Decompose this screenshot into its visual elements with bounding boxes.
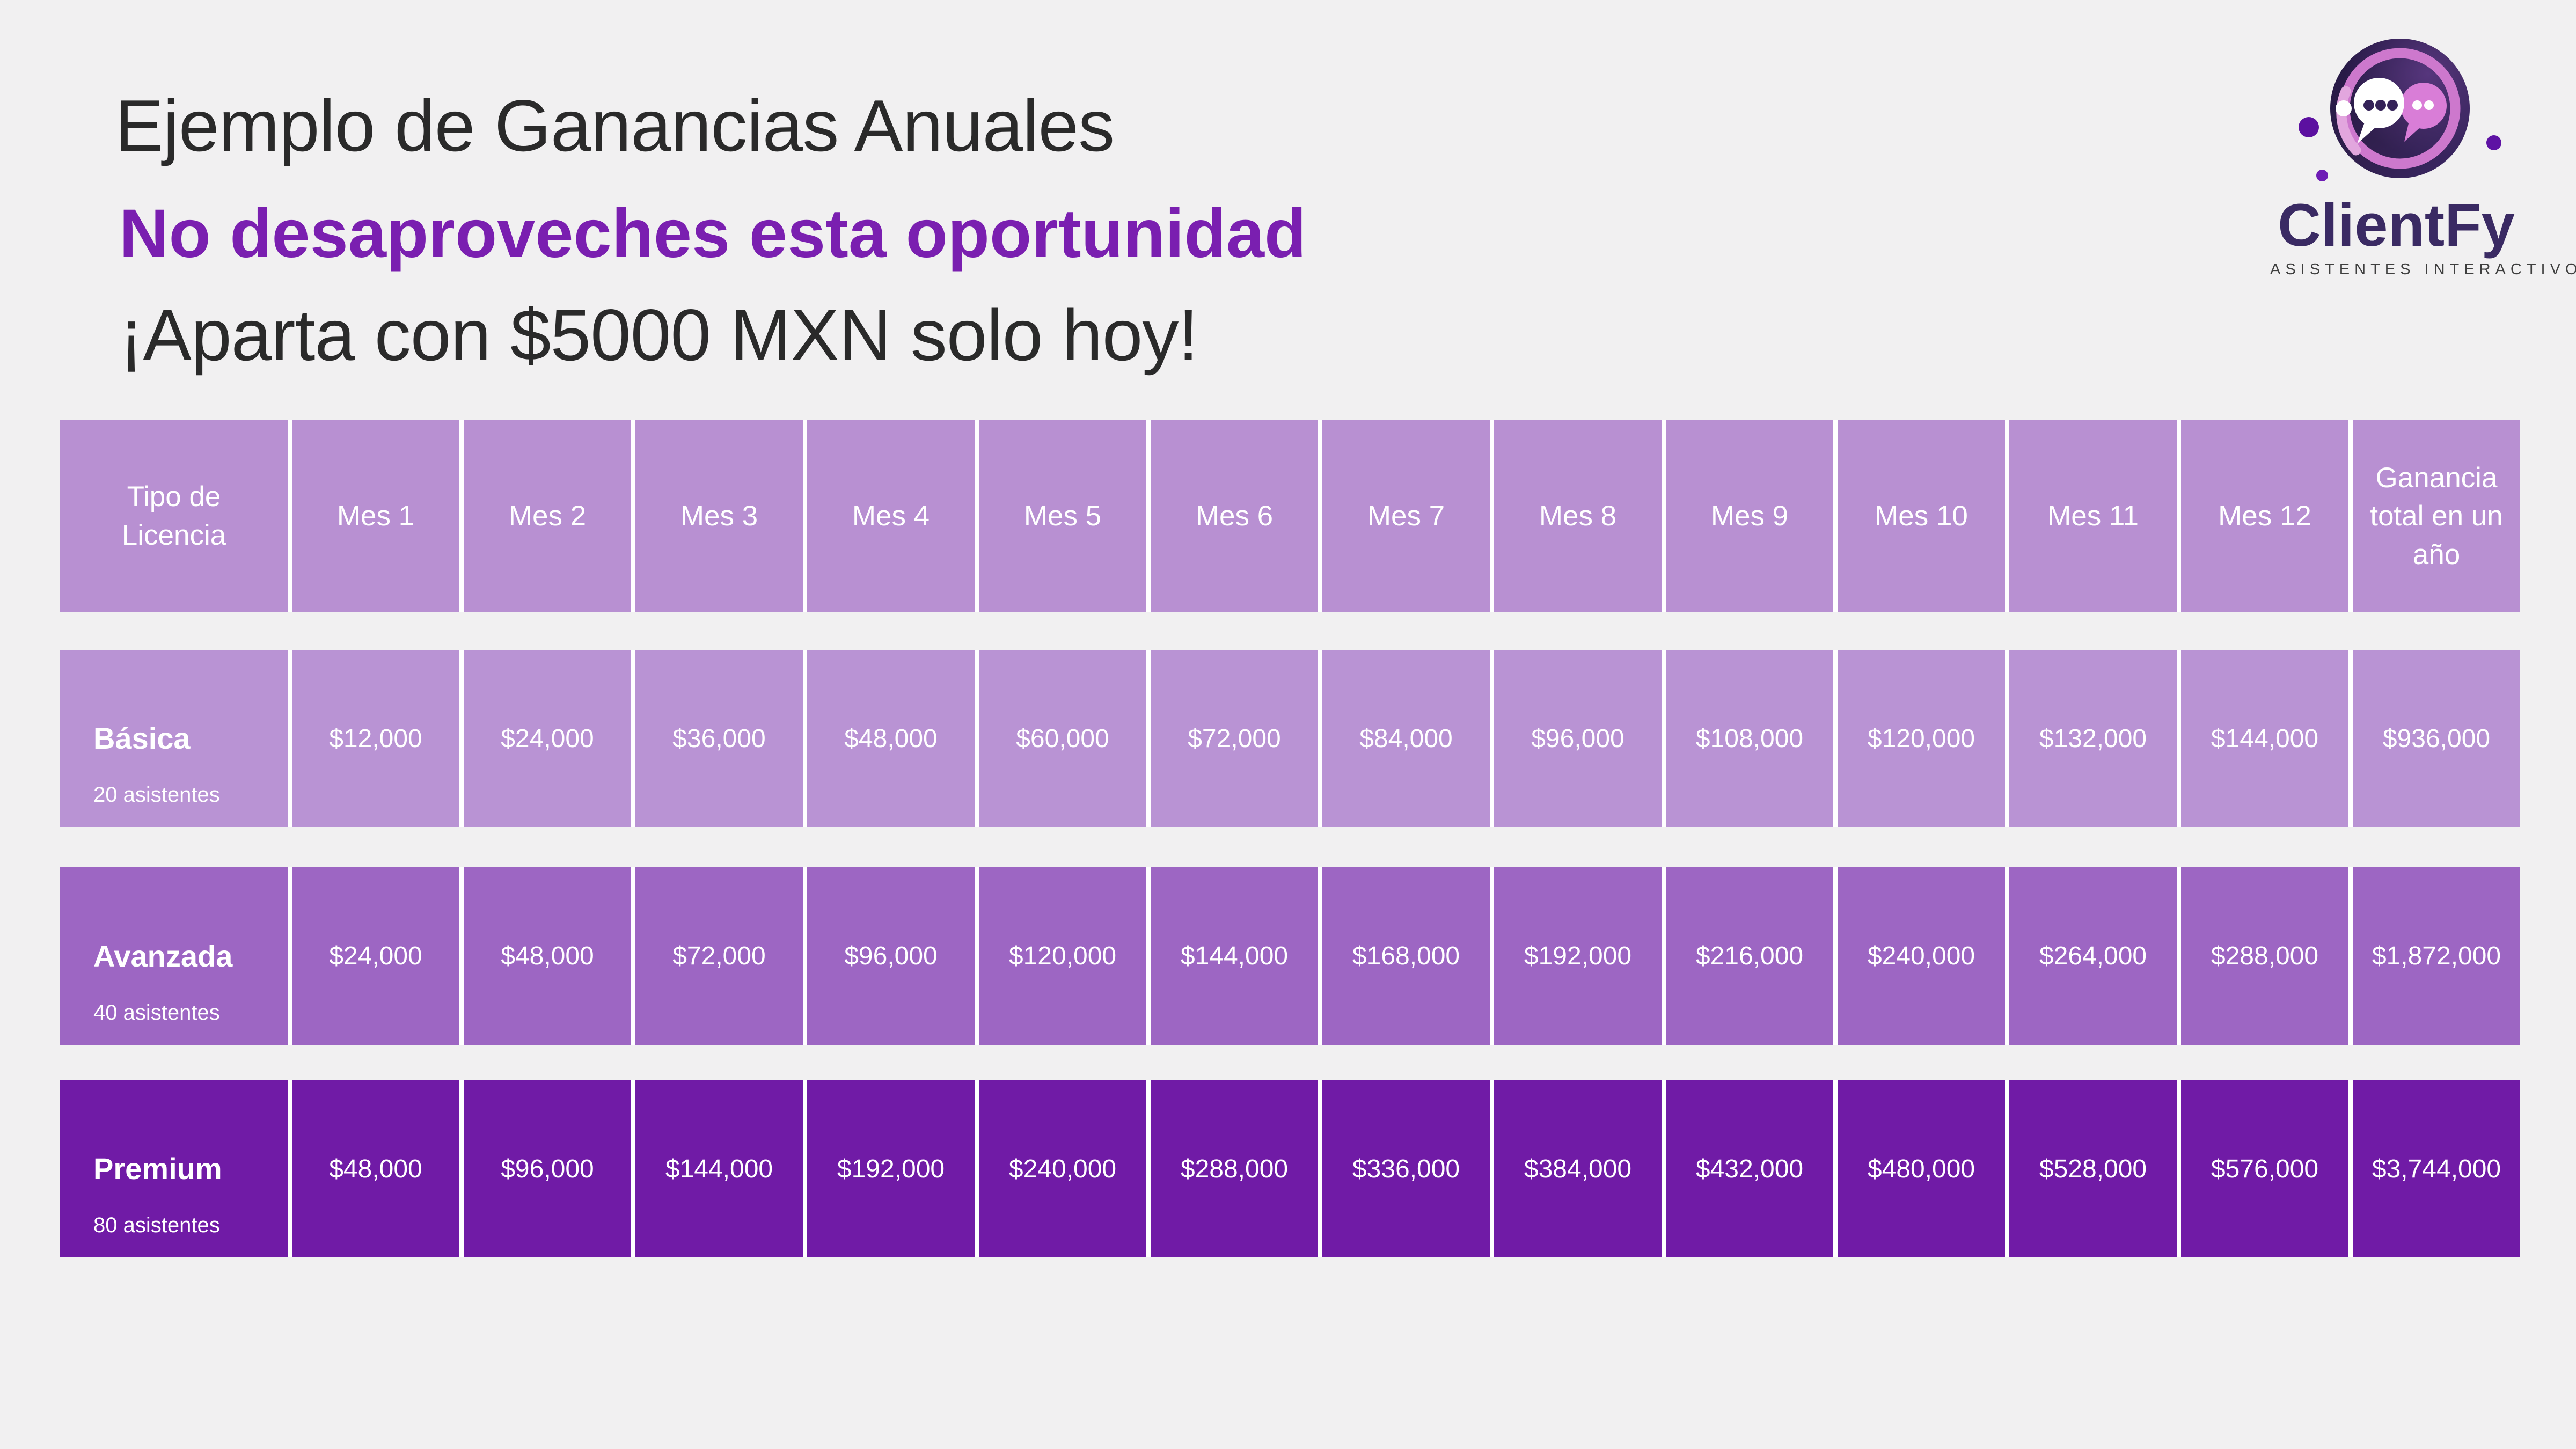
table-header-row: Tipo de Licencia Mes 1 Mes 2 Mes 3 Mes 4… bbox=[60, 420, 2520, 612]
table-cell-total: $3,744,000 bbox=[2353, 1080, 2520, 1257]
table-cell: $72,000 bbox=[635, 867, 803, 1045]
chat-bubbles-circle-icon bbox=[2299, 39, 2501, 181]
table-cell: $240,000 bbox=[1838, 867, 2005, 1045]
column-header-ganancia-total: Ganancia total en un año bbox=[2353, 420, 2520, 612]
table-cell: $96,000 bbox=[464, 1080, 631, 1257]
table-cell: $576,000 bbox=[2181, 1080, 2348, 1257]
table-cell: $480,000 bbox=[1838, 1080, 2005, 1257]
brand-logo: ClientFy ASISTENTES INTERACTIVOS bbox=[2270, 21, 2576, 279]
table-row-premium: Premium 80 asistentes $48,000 $96,000 $1… bbox=[60, 1080, 2520, 1257]
table-cell: $144,000 bbox=[635, 1080, 803, 1257]
column-header-mes-1: Mes 1 bbox=[292, 420, 459, 612]
table-cell: $240,000 bbox=[979, 1080, 1146, 1257]
table-cell: $120,000 bbox=[1838, 650, 2005, 827]
column-header-mes-9: Mes 9 bbox=[1666, 420, 1833, 612]
table-cell: $96,000 bbox=[807, 867, 975, 1045]
earnings-table: Tipo de Licencia Mes 1 Mes 2 Mes 3 Mes 4… bbox=[60, 420, 2520, 1257]
table-row-basica: Básica 20 asistentes $12,000 $24,000 $36… bbox=[60, 650, 2520, 827]
column-header-mes-2: Mes 2 bbox=[464, 420, 631, 612]
table-cell: $48,000 bbox=[807, 650, 975, 827]
table-cell: $24,000 bbox=[292, 867, 459, 1045]
brand-name: ClientFy bbox=[2278, 192, 2515, 259]
license-name: Avanzada bbox=[93, 939, 233, 973]
column-header-mes-4: Mes 4 bbox=[807, 420, 975, 612]
page-subtitle: No desaproveches esta oportunidad bbox=[119, 195, 1307, 272]
license-name: Premium bbox=[93, 1152, 222, 1185]
table-cell: $168,000 bbox=[1322, 867, 1490, 1045]
license-capacity: 40 asistentes bbox=[93, 1001, 220, 1024]
table-cell: $60,000 bbox=[979, 650, 1146, 827]
table-cell: $96,000 bbox=[1494, 650, 1662, 827]
license-capacity: 20 asistentes bbox=[93, 783, 220, 807]
table-row-avanzada: Avanzada 40 asistentes $24,000 $48,000 $… bbox=[60, 867, 2520, 1045]
table-cell: $48,000 bbox=[464, 867, 631, 1045]
table-cell: $144,000 bbox=[1151, 867, 1318, 1045]
license-name: Básica bbox=[93, 721, 191, 755]
column-header-mes-11: Mes 11 bbox=[2009, 420, 2177, 612]
column-header-mes-5: Mes 5 bbox=[979, 420, 1146, 612]
table-cell: $48,000 bbox=[292, 1080, 459, 1257]
column-header-mes-10: Mes 10 bbox=[1838, 420, 2005, 612]
table-cell: $120,000 bbox=[979, 867, 1146, 1045]
column-header-mes-8: Mes 8 bbox=[1494, 420, 1662, 612]
row-header-basica: Básica 20 asistentes bbox=[60, 650, 288, 827]
table-cell: $108,000 bbox=[1666, 650, 1833, 827]
table-cell: $12,000 bbox=[292, 650, 459, 827]
column-header-mes-7: Mes 7 bbox=[1322, 420, 1490, 612]
table-cell: $132,000 bbox=[2009, 650, 2177, 827]
column-header-mes-6: Mes 6 bbox=[1151, 420, 1318, 612]
row-header-avanzada: Avanzada 40 asistentes bbox=[60, 867, 288, 1045]
table-cell: $336,000 bbox=[1322, 1080, 1490, 1257]
brand-tagline: ASISTENTES INTERACTIVOS bbox=[2270, 261, 2576, 278]
row-header-premium: Premium 80 asistentes bbox=[60, 1080, 288, 1257]
heading-block: Ejemplo de Ganancias Anuales No desaprov… bbox=[115, 85, 1307, 376]
table-cell: $288,000 bbox=[1151, 1080, 1318, 1257]
table-cell: $264,000 bbox=[2009, 867, 2177, 1045]
table-cell: $384,000 bbox=[1494, 1080, 1662, 1257]
table-cell: $432,000 bbox=[1666, 1080, 1833, 1257]
license-capacity: 80 asistentes bbox=[93, 1213, 220, 1237]
table-cell: $192,000 bbox=[1494, 867, 1662, 1045]
table-cell: $216,000 bbox=[1666, 867, 1833, 1045]
column-header-mes-3: Mes 3 bbox=[635, 420, 803, 612]
table-cell: $84,000 bbox=[1322, 650, 1490, 827]
column-header-mes-12: Mes 12 bbox=[2181, 420, 2348, 612]
column-header-tipo-licencia: Tipo de Licencia bbox=[60, 420, 288, 612]
table-cell: $192,000 bbox=[807, 1080, 975, 1257]
table-cell: $288,000 bbox=[2181, 867, 2348, 1045]
table-cell-total: $1,872,000 bbox=[2353, 867, 2520, 1045]
page-cta: ¡Aparta con $5000 MXN solo hoy! bbox=[119, 294, 1198, 376]
table-cell: $144,000 bbox=[2181, 650, 2348, 827]
table-cell: $36,000 bbox=[635, 650, 803, 827]
table-cell: $24,000 bbox=[464, 650, 631, 827]
table-cell-total: $936,000 bbox=[2353, 650, 2520, 827]
table-cell: $72,000 bbox=[1151, 650, 1318, 827]
table-cell: $528,000 bbox=[2009, 1080, 2177, 1257]
page-title: Ejemplo de Ganancias Anuales bbox=[115, 85, 1115, 166]
